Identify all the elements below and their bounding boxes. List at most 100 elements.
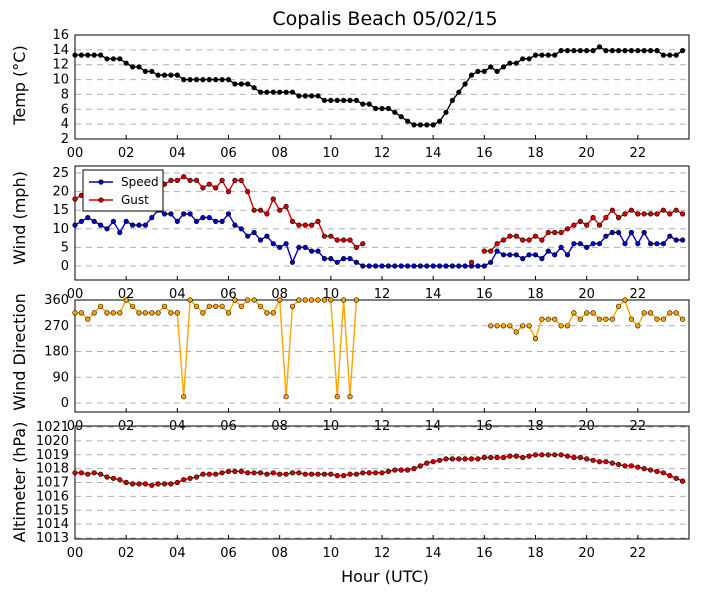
data-point	[117, 477, 123, 483]
y-tick-label: 2	[61, 132, 69, 147]
data-point	[532, 336, 539, 342]
data-point	[136, 310, 142, 316]
data-point	[232, 81, 238, 87]
data-point	[251, 207, 257, 213]
data-point	[142, 481, 148, 487]
data-point	[219, 177, 225, 183]
data-point	[552, 452, 558, 458]
data-point	[353, 297, 360, 303]
data-point	[219, 303, 225, 309]
data-point	[174, 479, 180, 486]
data-point	[117, 229, 123, 236]
data-point	[679, 47, 686, 54]
legend-label: Gust	[121, 193, 149, 207]
data-point	[398, 114, 404, 120]
data-point	[417, 263, 424, 269]
x-tick-label: 00	[67, 287, 84, 302]
data-point	[219, 218, 225, 224]
data-point	[85, 215, 91, 221]
data-point	[251, 470, 257, 476]
data-point	[379, 470, 385, 476]
data-point	[424, 122, 430, 128]
data-point	[296, 297, 302, 303]
data-point	[302, 297, 308, 303]
data-point	[219, 470, 225, 476]
data-point	[603, 215, 609, 221]
data-point	[328, 233, 334, 239]
data-point	[347, 394, 353, 400]
data-point	[206, 215, 212, 221]
data-point	[424, 263, 430, 269]
data-point	[232, 222, 238, 228]
data-point	[552, 252, 558, 258]
data-point	[277, 297, 283, 303]
data-point	[443, 263, 449, 269]
data-point	[245, 81, 251, 87]
data-point	[660, 207, 667, 213]
data-point	[468, 259, 475, 265]
x-tick-label: 06	[220, 146, 237, 161]
panel-2: 0 5 10 15 20 25 00 02 04 06 08 10 12 14 16 18 20 22 Wind (…	[10, 165, 690, 302]
data-point	[622, 297, 628, 303]
data-point	[494, 323, 500, 329]
data-point	[219, 76, 225, 83]
data-point	[334, 97, 340, 103]
data-point	[462, 456, 468, 462]
data-point	[161, 303, 168, 309]
data-point	[603, 316, 609, 322]
data-point	[91, 310, 97, 316]
data-point	[104, 474, 110, 480]
data-point	[130, 481, 136, 487]
data-point	[85, 471, 91, 477]
data-point	[264, 233, 270, 239]
data-point	[596, 44, 603, 50]
data-point	[130, 64, 136, 70]
x-tick-label: 02	[118, 546, 135, 561]
data-point	[385, 468, 392, 475]
data-point	[283, 203, 289, 210]
y-tick-label: 1020	[36, 434, 69, 449]
data-point	[373, 105, 379, 112]
data-point	[225, 310, 232, 316]
data-point	[577, 218, 583, 224]
data-point	[507, 453, 513, 459]
data-point	[193, 76, 200, 83]
data-point	[635, 211, 641, 217]
x-tick-label: 10	[323, 146, 340, 161]
data-point	[328, 97, 334, 103]
data-point	[545, 316, 551, 322]
data-point	[513, 453, 519, 459]
series-1	[72, 297, 686, 400]
data-point	[251, 85, 257, 91]
data-point	[647, 241, 654, 247]
data-point	[385, 105, 392, 112]
data-point	[155, 72, 161, 78]
data-point	[462, 81, 468, 87]
data-point	[660, 52, 667, 58]
data-point	[475, 263, 481, 269]
data-point	[257, 470, 264, 476]
data-point	[622, 211, 628, 217]
data-point	[206, 303, 212, 309]
data-point	[155, 481, 161, 487]
data-point	[564, 252, 571, 258]
data-point	[85, 52, 91, 58]
data-point	[174, 72, 180, 78]
data-point	[353, 259, 360, 265]
data-point	[334, 237, 340, 243]
data-point	[405, 118, 411, 124]
data-point	[366, 263, 372, 269]
x-tick-label: 04	[169, 287, 186, 302]
y-tick-label: 1015	[36, 503, 69, 518]
data-point	[238, 303, 244, 309]
data-point	[347, 237, 353, 243]
data-point	[315, 218, 321, 224]
data-point	[615, 303, 622, 309]
legend-box	[82, 169, 164, 212]
data-point	[628, 47, 635, 54]
plot-frame	[74, 34, 690, 140]
y-tick-label: 1021	[36, 420, 69, 435]
data-point	[347, 471, 353, 477]
data-point	[635, 323, 641, 329]
